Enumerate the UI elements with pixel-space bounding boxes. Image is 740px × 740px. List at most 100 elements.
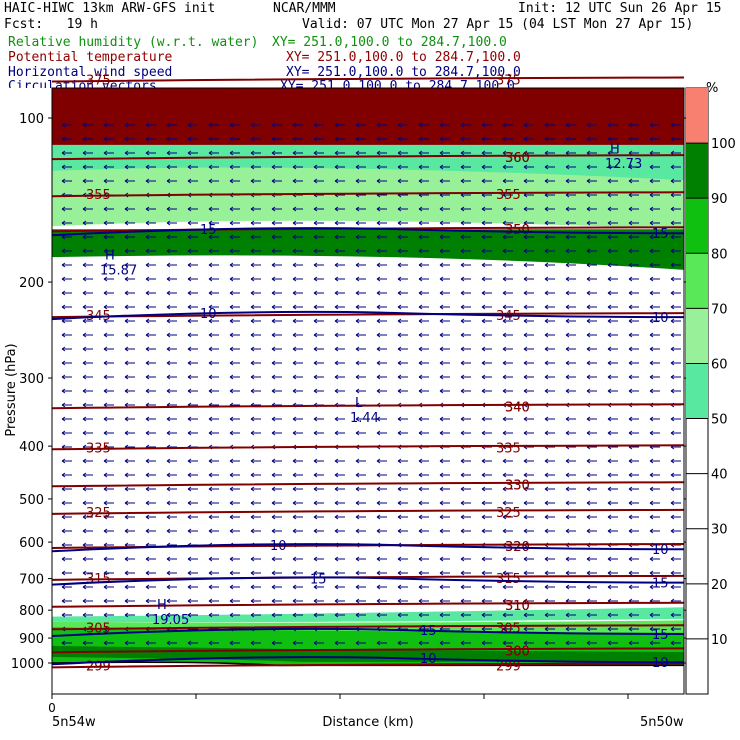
vector-head bbox=[271, 500, 276, 506]
vector-head bbox=[250, 598, 255, 604]
vector-head bbox=[229, 570, 234, 576]
vector-head bbox=[523, 234, 528, 240]
vector-head bbox=[649, 178, 654, 184]
vector-head bbox=[271, 430, 276, 436]
vector-head bbox=[418, 500, 423, 506]
vector-head bbox=[187, 374, 192, 380]
vector-head bbox=[334, 318, 339, 324]
vector-head bbox=[166, 248, 171, 254]
vector-head bbox=[250, 122, 255, 128]
theta-label-355: 355 bbox=[86, 188, 111, 203]
vector-head bbox=[418, 458, 423, 464]
vector-head bbox=[313, 262, 318, 268]
vector-head bbox=[502, 640, 507, 646]
vector-head bbox=[166, 430, 171, 436]
theta-label-340: 340 bbox=[505, 400, 530, 415]
vector-head bbox=[145, 584, 150, 590]
vector-head bbox=[544, 136, 549, 142]
vector-head bbox=[565, 626, 570, 632]
vector-head bbox=[145, 598, 150, 604]
vector-head bbox=[607, 290, 612, 296]
vector-head bbox=[292, 640, 297, 646]
vector-head bbox=[628, 318, 633, 324]
vector-head bbox=[523, 150, 528, 156]
vector-head bbox=[229, 416, 234, 422]
vector-head bbox=[544, 234, 549, 240]
vector-head bbox=[439, 206, 444, 212]
vector-head bbox=[628, 626, 633, 632]
vector-head bbox=[334, 206, 339, 212]
theta-label-right-310: 310 bbox=[505, 599, 530, 614]
theta-label-350: 350 bbox=[505, 223, 530, 238]
vector-head bbox=[565, 640, 570, 646]
vector-head bbox=[502, 220, 507, 226]
vector-head bbox=[397, 304, 402, 310]
vector-head bbox=[61, 542, 66, 548]
vector-head bbox=[376, 612, 381, 618]
vector-head bbox=[292, 178, 297, 184]
vector-head bbox=[523, 374, 528, 380]
vector-head bbox=[586, 458, 591, 464]
vector-head bbox=[565, 178, 570, 184]
org-label: NCAR/MMM bbox=[273, 1, 336, 16]
extremum-marker-h: H bbox=[105, 249, 115, 264]
vector-head bbox=[250, 570, 255, 576]
vector-head bbox=[649, 430, 654, 436]
extremum-value: 1.44 bbox=[350, 411, 379, 426]
vector-head bbox=[439, 346, 444, 352]
y-tick-label: 1000 bbox=[11, 657, 44, 672]
vector-head bbox=[82, 276, 87, 282]
theta-contour-299 bbox=[51, 662, 685, 669]
vector-head bbox=[313, 206, 318, 212]
vector-head bbox=[355, 640, 360, 646]
vector-head bbox=[397, 318, 402, 324]
vector-head bbox=[103, 136, 108, 142]
vector-head bbox=[397, 556, 402, 562]
vector-head bbox=[208, 458, 213, 464]
vector-head bbox=[124, 220, 129, 226]
vector-head bbox=[271, 220, 276, 226]
vector-head bbox=[397, 276, 402, 282]
vector-head bbox=[103, 332, 108, 338]
vector-head bbox=[397, 248, 402, 254]
vector-head bbox=[292, 472, 297, 478]
vector-head bbox=[208, 178, 213, 184]
vector-head bbox=[313, 164, 318, 170]
vector-head bbox=[607, 430, 612, 436]
vector-head bbox=[208, 640, 213, 646]
vector-head bbox=[292, 276, 297, 282]
vector-head bbox=[565, 136, 570, 142]
vector-head bbox=[61, 612, 66, 618]
vector-head bbox=[397, 570, 402, 576]
vector-head bbox=[418, 556, 423, 562]
theta-label-right-375: 375 bbox=[496, 74, 521, 89]
vector-head bbox=[124, 528, 129, 534]
vector-head bbox=[187, 220, 192, 226]
vector-head bbox=[229, 458, 234, 464]
vector-head bbox=[229, 346, 234, 352]
vector-head bbox=[229, 388, 234, 394]
vector-head bbox=[355, 360, 360, 366]
vector-head bbox=[61, 374, 66, 380]
vector-head bbox=[670, 220, 675, 226]
vector-head bbox=[565, 234, 570, 240]
vector-head bbox=[544, 164, 549, 170]
vector-head bbox=[481, 178, 486, 184]
vector-head bbox=[502, 584, 507, 590]
vector-head bbox=[334, 136, 339, 142]
vector-head bbox=[607, 374, 612, 380]
init-label: Init: 12 UTC Sun 26 Apr 15 bbox=[518, 1, 722, 16]
vector-head bbox=[187, 164, 192, 170]
vector-head bbox=[355, 374, 360, 380]
vector-head bbox=[292, 416, 297, 422]
colorbar-label-100: 100 bbox=[711, 137, 736, 152]
vector-head bbox=[607, 318, 612, 324]
y-tick-label: 800 bbox=[19, 604, 44, 619]
vector-head bbox=[544, 570, 549, 576]
colorbar-label-50: 50 bbox=[711, 413, 728, 428]
vector-head bbox=[334, 234, 339, 240]
vector-head bbox=[292, 374, 297, 380]
vector-head bbox=[586, 234, 591, 240]
